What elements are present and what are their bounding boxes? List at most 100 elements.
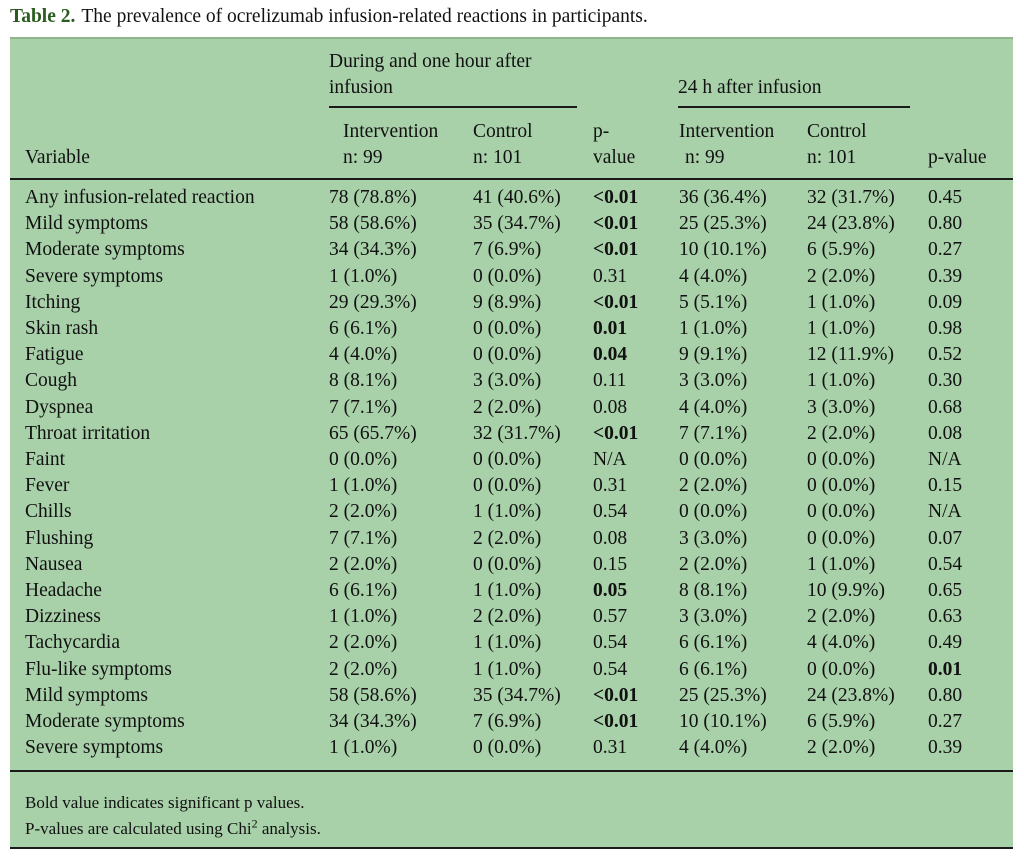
cell-control-1: 1 (1.0%) (473, 632, 542, 654)
cell-intervention-1: 7 (7.1%) (329, 396, 398, 418)
cell-pvalue-1: <0.01 (593, 422, 639, 444)
cell-intervention-2: 36 (36.4%) (679, 187, 767, 208)
cell-intervention-1: 29 (29.3%) (329, 291, 417, 313)
cell-variable: Chills (25, 501, 72, 523)
cell-control-1: 1 (1.0%) (473, 658, 542, 680)
group1-underline (329, 106, 577, 108)
cell-pvalue-2: 0.39 (928, 737, 963, 759)
cell-control-1: 0 (0.0%) (473, 449, 542, 470)
cell-pvalue-1: <0.01 (593, 291, 639, 313)
cell-intervention-2: 4 (4.0%) (679, 265, 748, 287)
cell-control-1: 0 (0.0%) (473, 318, 542, 339)
cell-control-2: 32 (31.7%) (807, 187, 895, 208)
cell-pvalue-1: 0.05 (593, 580, 628, 601)
cell-control-1: 1 (1.0%) (473, 501, 542, 523)
cell-pvalue-2: 0.63 (928, 606, 963, 628)
cell-intervention-1: 4 (4.0%) (329, 344, 398, 366)
group2-title: 24 h after infusion (678, 77, 822, 98)
cell-pvalue-1: 0.08 (593, 396, 628, 418)
table-panel: During and one hour after infusion 24 h … (10, 37, 1013, 849)
col-header-pvalue-1-line2: value (593, 147, 636, 168)
table-caption: Table 2. The prevalence of ocrelizumab in… (10, 6, 648, 28)
body-bottom-rule (10, 770, 1013, 772)
cell-control-2: 12 (11.9%) (807, 344, 895, 366)
cell-pvalue-2: 0.01 (928, 658, 963, 680)
cell-control-2: 2 (2.0%) (807, 265, 876, 287)
cell-pvalue-2: 0.15 (928, 475, 963, 497)
cell-intervention-2: 10 (10.1%) (679, 711, 767, 732)
cell-control-2: 1 (1.0%) (807, 370, 876, 392)
cell-intervention-2: 2 (2.0%) (679, 475, 748, 497)
cell-intervention-1: 8 (8.1%) (329, 370, 398, 392)
cell-control-2: 4 (4.0%) (807, 632, 876, 654)
cell-intervention-1: 58 (58.6%) (329, 213, 417, 235)
cell-control-2: 0 (0.0%) (807, 475, 876, 497)
cell-pvalue-2: 0.09 (928, 291, 963, 313)
cell-intervention-2: 3 (3.0%) (679, 606, 748, 628)
cell-control-2: 2 (2.0%) (807, 606, 876, 628)
cell-pvalue-1: <0.01 (593, 213, 639, 235)
cell-variable: Dizziness (25, 606, 101, 628)
cell-pvalue-2: 0.54 (928, 553, 963, 575)
cell-intervention-1: 34 (34.3%) (329, 239, 417, 261)
cell-intervention-2: 6 (6.1%) (679, 632, 748, 654)
cell-control-1: 35 (34.7%) (473, 213, 561, 235)
cell-intervention-1: 0 (0.0%) (329, 449, 398, 470)
cell-pvalue-2: 0.65 (928, 580, 963, 601)
caption-text: The prevalence of ocrelizumab infusion-r… (81, 6, 648, 27)
cell-control-2: 1 (1.0%) (807, 318, 876, 339)
cell-intervention-2: 6 (6.1%) (679, 658, 748, 680)
cell-variable: Moderate symptoms (25, 239, 185, 261)
cell-intervention-1: 58 (58.6%) (329, 684, 417, 706)
cell-pvalue-1: 0.31 (593, 475, 628, 497)
col-header-control-1: Control (473, 121, 533, 142)
cell-intervention-1: 65 (65.7%) (329, 422, 417, 444)
cell-variable: Skin rash (25, 318, 99, 339)
cell-control-1: 0 (0.0%) (473, 265, 542, 287)
cell-control-1: 0 (0.0%) (473, 344, 542, 366)
cell-pvalue-1: 0.31 (593, 265, 628, 287)
cell-intervention-1: 2 (2.0%) (329, 632, 398, 654)
cell-intervention-2: 7 (7.1%) (679, 422, 748, 444)
cell-control-2: 0 (0.0%) (807, 658, 876, 680)
cell-pvalue-2: 0.49 (928, 632, 963, 654)
cell-variable: Itching (25, 291, 81, 313)
cell-control-1: 2 (2.0%) (473, 527, 542, 549)
cell-variable: Severe symptoms (25, 265, 164, 287)
cell-pvalue-1: 0.31 (593, 737, 628, 759)
cell-pvalue-1: <0.01 (593, 187, 639, 208)
col-header-pvalue-2: p-value (928, 147, 987, 168)
cell-pvalue-1: 0.01 (593, 318, 628, 339)
cell-pvalue-1: 0.54 (593, 501, 628, 523)
cell-control-2: 6 (5.9%) (807, 711, 876, 732)
cell-intervention-2: 25 (25.3%) (679, 684, 767, 706)
cell-intervention-1: 34 (34.3%) (329, 711, 417, 732)
cell-variable: Mild symptoms (25, 213, 148, 235)
cell-control-2: 24 (23.8%) (807, 213, 895, 235)
cell-variable: Headache (25, 580, 102, 601)
cell-pvalue-1: 0.54 (593, 632, 628, 654)
cell-intervention-1: 2 (2.0%) (329, 501, 398, 523)
cell-control-1: 1 (1.0%) (473, 580, 542, 601)
cell-pvalue-2: 0.07 (928, 527, 963, 549)
cell-variable: Any infusion-related reaction (25, 187, 255, 208)
footnote-bold-meaning: Bold value indicates significant p value… (25, 793, 305, 812)
cell-pvalue-2: N/A (928, 449, 962, 470)
cell-control-1: 0 (0.0%) (473, 553, 542, 575)
footnote-text-end: analysis. (257, 819, 321, 838)
cell-control-2: 0 (0.0%) (807, 449, 876, 470)
col-header-control-2: Control (807, 121, 867, 142)
header-rule (10, 178, 1013, 180)
group1-title-line2: infusion (329, 77, 393, 98)
cell-pvalue-2: 0.27 (928, 711, 963, 732)
cell-pvalue-2: 0.98 (928, 318, 963, 339)
cell-control-1: 7 (6.9%) (473, 711, 542, 732)
cell-pvalue-2: N/A (928, 501, 962, 523)
cell-pvalue-1: N/A (593, 449, 627, 470)
cell-variable: Cough (25, 370, 78, 392)
cell-variable: Faint (25, 449, 66, 470)
cell-intervention-1: 1 (1.0%) (329, 606, 398, 628)
cell-control-1: 7 (6.9%) (473, 239, 542, 261)
cell-variable: Severe symptoms (25, 737, 164, 759)
col-header-control-1-n: n: 101 (473, 147, 523, 168)
